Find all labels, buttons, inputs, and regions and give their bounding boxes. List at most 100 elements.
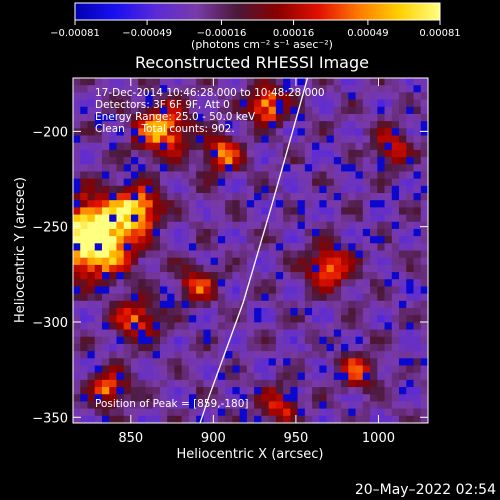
heatmap-cell bbox=[188, 85, 197, 93]
heatmap-cell bbox=[312, 164, 320, 173]
heatmap-cell bbox=[159, 401, 168, 410]
heatmap-cell bbox=[377, 394, 386, 403]
heatmap-cell bbox=[275, 185, 284, 194]
heatmap-cell bbox=[326, 250, 335, 259]
heatmap-cell bbox=[268, 415, 277, 423]
heatmap-cell bbox=[297, 358, 306, 367]
heatmap-cell bbox=[152, 128, 161, 137]
heatmap-cell bbox=[130, 387, 139, 395]
heatmap-cell bbox=[203, 178, 212, 187]
heatmap-cell bbox=[116, 171, 125, 180]
heatmap-cell bbox=[348, 279, 357, 288]
heatmap-cell bbox=[312, 142, 320, 151]
heatmap-cell bbox=[377, 236, 386, 244]
heatmap-cell bbox=[203, 315, 212, 323]
heatmap-cell bbox=[377, 250, 386, 259]
heatmap-cell bbox=[188, 228, 197, 237]
heatmap-cell bbox=[159, 193, 168, 201]
heatmap-cell bbox=[159, 243, 168, 252]
heatmap-cell bbox=[80, 113, 89, 122]
heatmap-cell bbox=[406, 164, 415, 173]
heatmap-cell bbox=[167, 149, 176, 158]
heatmap-cell bbox=[101, 250, 110, 259]
heatmap-cell bbox=[181, 178, 190, 187]
heatmap-cell bbox=[94, 221, 103, 230]
heatmap-cell bbox=[159, 379, 168, 388]
heatmap-cell bbox=[377, 185, 386, 194]
heatmap-cell bbox=[355, 185, 364, 194]
heatmap-cell bbox=[326, 207, 335, 216]
heatmap-cell bbox=[123, 401, 132, 410]
heatmap-cell bbox=[225, 308, 233, 316]
heatmap-cell bbox=[355, 142, 364, 151]
heatmap-cell bbox=[268, 286, 277, 295]
heatmap-cell bbox=[326, 178, 335, 187]
heatmap-cell bbox=[159, 142, 168, 151]
heatmap-cell bbox=[348, 171, 357, 180]
heatmap-cell bbox=[399, 372, 407, 381]
heatmap-cell bbox=[145, 214, 154, 223]
heatmap-cell bbox=[87, 106, 96, 115]
heatmap-cell bbox=[406, 171, 415, 180]
heatmap-cell bbox=[80, 193, 89, 201]
heatmap-cell bbox=[167, 221, 176, 230]
heatmap-cell bbox=[355, 343, 364, 352]
heatmap-cell bbox=[101, 394, 110, 403]
heatmap-cell bbox=[290, 379, 299, 388]
heatmap-cell bbox=[181, 113, 190, 122]
heatmap-cell bbox=[130, 157, 139, 165]
heatmap-cell bbox=[406, 78, 415, 86]
heatmap-cell bbox=[370, 329, 378, 338]
heatmap-cell bbox=[399, 343, 407, 352]
heatmap-cell bbox=[391, 200, 400, 208]
heatmap-cell bbox=[94, 358, 103, 367]
heatmap-cell bbox=[261, 257, 270, 266]
heatmap-cell bbox=[406, 343, 415, 352]
heatmap-cell bbox=[297, 142, 306, 151]
heatmap-cell bbox=[232, 85, 241, 93]
heatmap-cell bbox=[87, 157, 96, 165]
heatmap-cell bbox=[268, 351, 277, 359]
heatmap-cell bbox=[145, 157, 154, 165]
heatmap-cell bbox=[203, 106, 212, 115]
heatmap-cell bbox=[101, 329, 110, 338]
heatmap-cell bbox=[326, 164, 335, 173]
heatmap-cell bbox=[304, 372, 313, 381]
heatmap-cell bbox=[73, 221, 81, 230]
heatmap-cell bbox=[399, 121, 407, 129]
heatmap-cell bbox=[312, 99, 320, 108]
heatmap-cell bbox=[109, 157, 118, 165]
heatmap-cell bbox=[420, 121, 428, 129]
heatmap-cell bbox=[181, 78, 190, 86]
heatmap-cell bbox=[181, 257, 190, 266]
heatmap-cell bbox=[196, 322, 204, 331]
heatmap-cell bbox=[217, 286, 226, 295]
heatmap-cell bbox=[261, 308, 270, 316]
heatmap-cell bbox=[384, 308, 393, 316]
heatmap-cell bbox=[174, 221, 183, 230]
heatmap-cell bbox=[73, 336, 81, 345]
heatmap-cell bbox=[377, 99, 386, 108]
heatmap-cell bbox=[152, 178, 161, 187]
colorbar-units: (photons cm⁻² s⁻¹ asec⁻²) bbox=[191, 38, 333, 51]
heatmap-cell bbox=[239, 128, 248, 137]
heatmap-cell bbox=[210, 200, 219, 208]
heatmap-cell bbox=[167, 92, 176, 101]
heatmap-cell bbox=[355, 135, 364, 144]
heatmap-cell bbox=[101, 135, 110, 144]
heatmap-cell bbox=[391, 257, 400, 266]
heatmap-cell bbox=[362, 315, 371, 323]
heatmap-cell bbox=[413, 128, 422, 137]
heatmap-cell bbox=[370, 99, 378, 108]
heatmap-cell bbox=[196, 408, 204, 417]
heatmap-cell bbox=[138, 164, 147, 173]
heatmap-cell bbox=[80, 135, 89, 144]
heatmap-cell bbox=[333, 308, 342, 316]
heatmap-cell bbox=[225, 279, 233, 288]
heatmap-cell bbox=[312, 128, 320, 137]
heatmap-cell bbox=[87, 99, 96, 108]
heatmap-cell bbox=[109, 343, 118, 352]
heatmap-cell bbox=[261, 372, 270, 381]
heatmap-cell bbox=[362, 185, 371, 194]
heatmap-cell bbox=[297, 336, 306, 345]
